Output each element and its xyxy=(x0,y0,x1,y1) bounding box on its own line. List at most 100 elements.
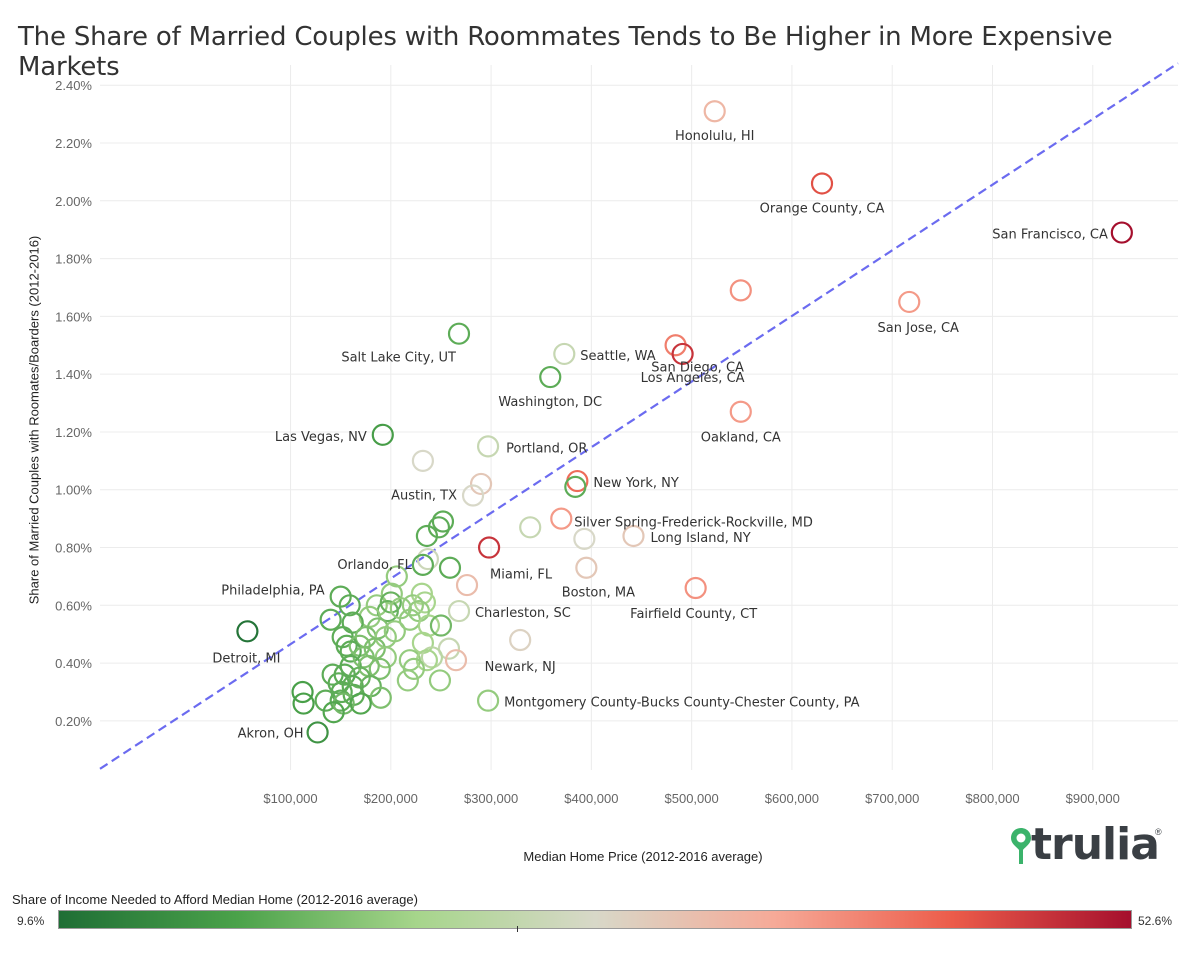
point-label: Orange County, CA xyxy=(760,201,885,216)
y-tick-label: 1.40% xyxy=(55,367,92,382)
point-label: Silver Spring-Frederick-Rockville, MD xyxy=(574,516,813,531)
point-label: San Francisco, CA xyxy=(992,228,1108,243)
data-point xyxy=(374,646,397,669)
point-label: Akron, OH xyxy=(238,726,304,741)
point-label: Washington, DC xyxy=(498,395,602,410)
data-point xyxy=(476,689,500,712)
data-point xyxy=(306,721,329,744)
data-point xyxy=(461,484,485,507)
data-point xyxy=(810,172,834,195)
y-tick-label: 1.60% xyxy=(55,309,92,324)
point-label: Portland, OR xyxy=(506,441,587,456)
data-point xyxy=(429,614,453,637)
data-point xyxy=(703,100,726,123)
trend-line xyxy=(99,62,1179,770)
x-tick-label: $200,000 xyxy=(364,791,418,806)
data-point xyxy=(438,556,462,579)
y-tick-label: 1.80% xyxy=(55,252,92,267)
color-legend-min-label: 9.6% xyxy=(17,914,45,928)
point-label: Long Island, NY xyxy=(650,531,750,546)
data-point xyxy=(564,475,587,498)
point-label: Honolulu, HI xyxy=(675,129,755,144)
x-tick-label: $700,000 xyxy=(865,791,919,806)
data-point xyxy=(575,556,598,579)
point-label: Newark, NJ xyxy=(485,660,556,675)
point-label: Los Angeles, CA xyxy=(641,371,745,386)
data-point xyxy=(428,669,452,692)
color-legend-midpoint-marker xyxy=(517,926,518,932)
labels-layer: Honolulu, HI Orange County, CA San Francis… xyxy=(212,129,1108,741)
color-legend-max-label: 52.6% xyxy=(1138,914,1173,928)
data-point xyxy=(385,565,408,588)
data-point xyxy=(729,279,752,302)
data-point xyxy=(444,649,468,672)
data-point xyxy=(447,322,471,345)
data-point xyxy=(338,594,361,617)
data-point xyxy=(437,637,461,660)
data-point xyxy=(671,342,694,366)
data-point xyxy=(684,576,707,600)
point-label: Boston, MA xyxy=(562,586,635,601)
point-label: New York, NY xyxy=(593,476,679,491)
data-point xyxy=(411,449,434,472)
data-point xyxy=(550,507,573,530)
point-label: Fairfield County, CT xyxy=(630,607,757,622)
data-point xyxy=(1110,221,1133,244)
x-tick-label: $500,000 xyxy=(665,791,719,806)
point-label: San Jose, CA xyxy=(878,321,959,336)
data-point xyxy=(476,435,500,458)
x-tick-label: $600,000 xyxy=(765,791,819,806)
data-point xyxy=(349,692,372,715)
data-point xyxy=(622,524,645,548)
data-point xyxy=(236,620,259,643)
y-tick-label: 1.20% xyxy=(55,425,92,440)
point-label: Charleston, SC xyxy=(475,606,571,621)
data-point xyxy=(455,573,479,597)
data-point xyxy=(539,365,562,389)
data-point xyxy=(402,657,425,680)
point-label: Orlando, FL xyxy=(337,558,412,573)
data-point xyxy=(292,692,315,715)
data-point xyxy=(415,524,439,548)
data-point xyxy=(420,646,444,669)
data-point xyxy=(509,628,532,652)
point-label: Miami, FL xyxy=(490,568,553,583)
data-point xyxy=(369,686,392,709)
data-point xyxy=(314,689,337,712)
data-point xyxy=(553,342,576,366)
data-point xyxy=(368,657,391,680)
points-layer xyxy=(236,100,1133,744)
data-point xyxy=(469,472,493,496)
point-label: Austin, TX xyxy=(391,489,457,504)
data-point xyxy=(319,608,342,631)
y-tick-label: 0.20% xyxy=(55,714,92,729)
x-tick-label: $100,000 xyxy=(263,791,317,806)
point-label: Oakland, CA xyxy=(701,431,781,446)
y-tick-label: 0.40% xyxy=(55,656,92,671)
point-label: Detroit, MI xyxy=(212,651,280,666)
data-point xyxy=(416,547,440,571)
x-axis-label: Median Home Price (2012-2016 average) xyxy=(523,849,763,864)
chart-title: The Share of Married Couples with Roomma… xyxy=(18,22,1113,82)
data-point xyxy=(427,516,451,539)
y-tick-label: 2.00% xyxy=(55,194,92,209)
data-point xyxy=(291,680,314,704)
ticks-layer: $100,000 $200,000 $300,000 $400,000 $500,000… xyxy=(55,78,1120,806)
data-point xyxy=(396,669,419,692)
data-point xyxy=(431,510,455,533)
data-point xyxy=(447,599,471,623)
point-label: Philadelphia, PA xyxy=(221,584,324,599)
data-point xyxy=(339,640,362,663)
y-tick-label: 0.60% xyxy=(55,598,92,613)
color-legend-title: Share of Income Needed to Afford Median … xyxy=(12,892,418,907)
data-point xyxy=(477,536,501,559)
data-point xyxy=(401,594,424,617)
x-tick-label: $400,000 xyxy=(564,791,618,806)
grid-layer xyxy=(100,65,1178,770)
point-label: Montgomery County-Bucks County-Chester C… xyxy=(504,696,860,711)
y-tick-label: 2.40% xyxy=(55,78,92,93)
data-point xyxy=(519,516,542,539)
data-point xyxy=(322,701,345,724)
y-tick-label: 2.20% xyxy=(55,136,92,151)
